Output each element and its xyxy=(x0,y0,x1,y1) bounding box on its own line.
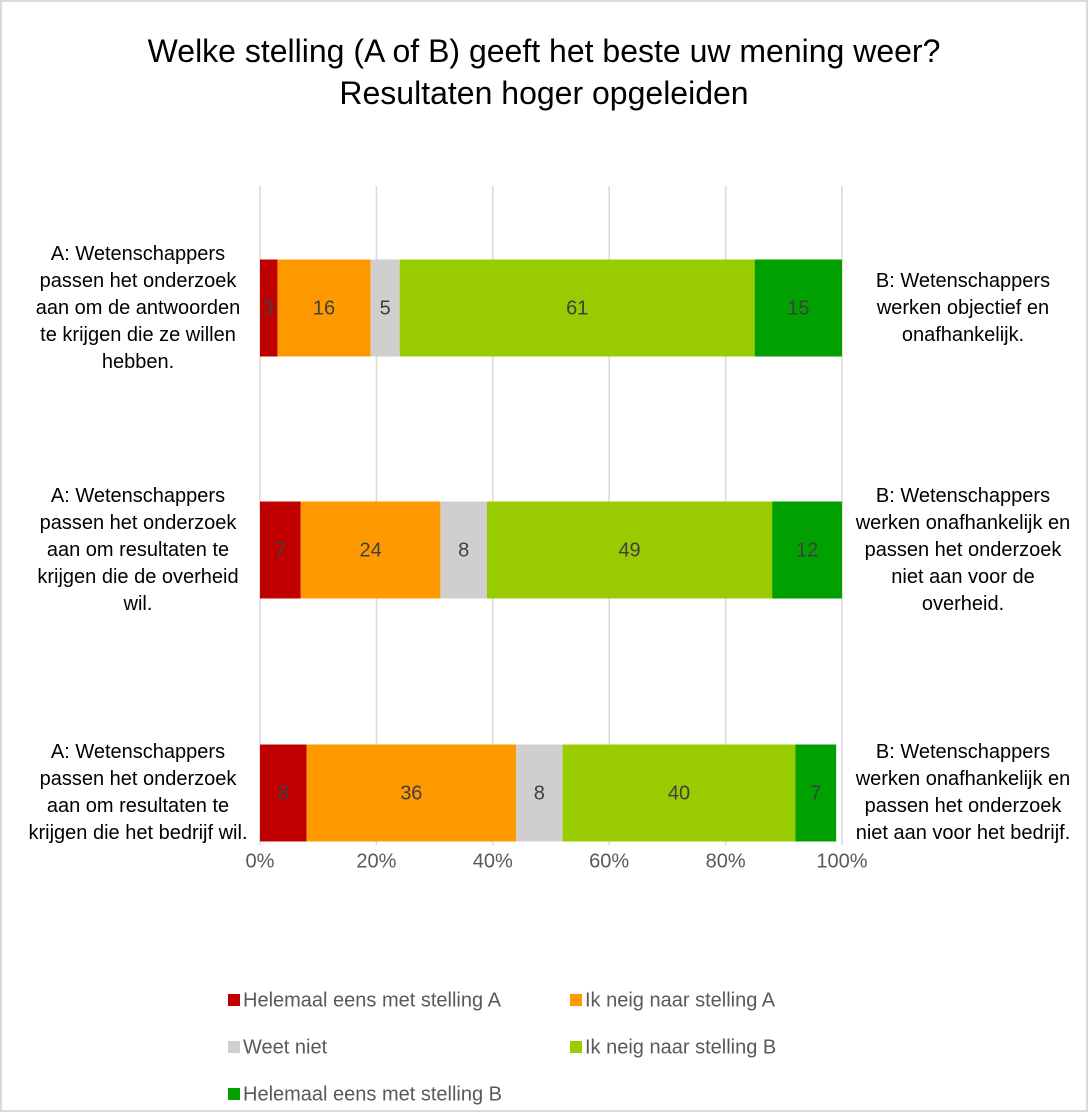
legend-label: Helemaal eens met stelling A xyxy=(243,989,502,1011)
x-tick-label: 0% xyxy=(246,850,275,872)
bar-segment xyxy=(795,744,837,842)
bar-segment xyxy=(486,501,773,599)
x-tick-label: 40% xyxy=(473,850,513,872)
data-label: 24 xyxy=(359,539,381,561)
data-label: 61 xyxy=(566,297,588,319)
category-label: A: Wetenschappers passen het onderzoek a… xyxy=(35,242,241,373)
category-label-right: B: Wetenschappers werken onafhankelijk e… xyxy=(855,741,1071,844)
bar-segment xyxy=(772,501,842,599)
x-tick-label: 60% xyxy=(589,850,629,872)
data-label: 7 xyxy=(810,782,821,804)
data-label: 49 xyxy=(618,539,640,561)
bar-segment xyxy=(300,501,441,599)
legend-label: Helemaal eens met stelling B xyxy=(243,1083,502,1105)
bar-segment xyxy=(516,744,563,842)
category-label-right: B: Wetenschappers werken onafhankelijk e… xyxy=(855,484,1071,615)
legend-label: Ik neig naar stelling B xyxy=(585,1036,776,1058)
legend-swatch xyxy=(570,994,582,1006)
data-label: 12 xyxy=(796,539,818,561)
bar-segment xyxy=(399,259,755,357)
data-label: 8 xyxy=(534,782,545,804)
legend-swatch xyxy=(570,1041,582,1053)
bar-segment xyxy=(306,744,517,842)
legend-swatch xyxy=(228,1088,240,1100)
bar-segment xyxy=(260,744,307,842)
data-label: 5 xyxy=(380,297,391,319)
data-label: 36 xyxy=(400,782,422,804)
legend-label: Weet niet xyxy=(243,1036,328,1058)
category-label: A: Wetenschappers passen het onderzoek a… xyxy=(37,484,239,615)
x-tick-label: 100% xyxy=(816,850,867,872)
bar-segment xyxy=(562,744,796,842)
legend-swatch xyxy=(228,994,240,1006)
bar-segment xyxy=(370,259,400,357)
chart-title: Welke stelling (A of B) geeft het beste … xyxy=(147,33,941,111)
data-label: 16 xyxy=(313,297,335,319)
bar-segment xyxy=(260,501,301,599)
category-label-right: B: Wetenschappers werken objectief en on… xyxy=(875,269,1051,346)
data-label: 8 xyxy=(458,539,469,561)
legend-label: Ik neig naar stelling A xyxy=(585,989,776,1011)
bar-segment xyxy=(277,259,371,357)
bar-segment xyxy=(260,259,278,357)
bar-segment xyxy=(440,501,487,599)
category-label: A: Wetenschappers passen het onderzoek a… xyxy=(28,741,248,844)
data-label: 15 xyxy=(787,297,809,319)
data-label: 7 xyxy=(275,539,286,561)
x-tick-label: 80% xyxy=(706,850,746,872)
data-label: 3 xyxy=(263,297,274,319)
legend-swatch xyxy=(228,1041,240,1053)
data-label: 8 xyxy=(278,782,289,804)
data-label: 40 xyxy=(668,782,690,804)
x-tick-label: 20% xyxy=(356,850,396,872)
bar-segment xyxy=(754,259,842,357)
